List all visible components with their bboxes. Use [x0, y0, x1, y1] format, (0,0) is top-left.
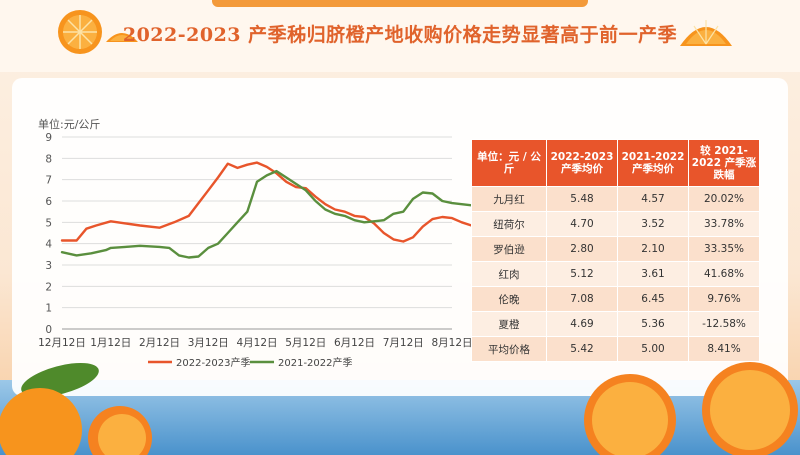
y-tick-label: 3: [45, 260, 52, 272]
table-cell-value: 5.42: [546, 336, 618, 362]
price-table: 单位：元 / 公斤 2022-2023 产季均价 2021-2022 产季均价 …: [471, 139, 760, 362]
table-cell-variety: 伦晚: [471, 286, 547, 312]
table-cell-value: 2.10: [617, 236, 689, 262]
table-cell-variety: 红肉: [471, 261, 547, 287]
table-cell-value: -12.58%: [688, 311, 760, 337]
header-bar: [0, 0, 800, 72]
x-tick-label: 1月12日: [90, 337, 131, 349]
table-cell-value: 5.48: [546, 186, 618, 212]
table-cell-value: 5.12: [546, 261, 618, 287]
y-tick-label: 4: [45, 239, 52, 251]
table-cell-value: 3.52: [617, 211, 689, 237]
table-row: 罗伯逊 2.80 2.10 33.35%: [471, 236, 760, 262]
table-cell-value: 5.00: [617, 336, 689, 362]
table-cell-value: 2.80: [546, 236, 618, 262]
table-row: 伦晚 7.08 6.45 9.76%: [471, 286, 760, 312]
page-title: 2022-2023 产季秭归脐橙产地收购价格走势显著高于前一产季: [122, 24, 678, 46]
y-tick-label: 1: [45, 303, 52, 315]
orange-cluster-left-icon: [0, 362, 152, 455]
table-cell-variety: 纽荷尔: [471, 211, 547, 237]
table-cell-value: 6.45: [617, 286, 689, 312]
table-cell-value: 33.78%: [688, 211, 760, 237]
table-cell-value: 8.41%: [688, 336, 760, 362]
x-tick-label: 5月12日: [285, 337, 326, 349]
table-header-2021: 2021-2022 产季均价: [617, 139, 689, 187]
table-row: 九月红 5.48 4.57 20.02%: [471, 186, 760, 212]
y-axis-unit-label: 单位:元/公斤: [38, 118, 101, 131]
table-cell-variety: 夏橙: [471, 311, 547, 337]
table-cell-value: 4.70: [546, 211, 618, 237]
legend-label: 2022-2023产季: [176, 356, 251, 369]
table-header-row: 单位：元 / 公斤 2022-2023 产季均价 2021-2022 产季均价 …: [471, 139, 760, 187]
table-cell-value: 7.08: [546, 286, 618, 312]
table-row: 平均价格 5.42 5.00 8.41%: [471, 336, 760, 362]
x-tick-label: 6月12日: [334, 337, 375, 349]
table-row: 红肉 5.12 3.61 41.68%: [471, 261, 760, 287]
table-header-unit: 单位：元 / 公斤: [471, 139, 547, 187]
table-cell-value: 20.02%: [688, 186, 760, 212]
y-tick-label: 0: [45, 324, 52, 336]
x-tick-label: 3月12日: [188, 337, 229, 349]
table-cell-value: 4.69: [546, 311, 618, 337]
table-cell-variety: 平均价格: [471, 336, 547, 362]
orange-cluster-right-icon: [584, 362, 798, 455]
header-accent-strip: [212, 0, 588, 7]
y-tick-label: 8: [45, 153, 52, 165]
table-cell-value: 41.68%: [688, 261, 760, 287]
table-row: 纽荷尔 4.70 3.52 33.78%: [471, 211, 760, 237]
table-cell-value: 33.35%: [688, 236, 760, 262]
table-cell-value: 5.36: [617, 311, 689, 337]
orange-slice-left-icon: [58, 10, 138, 54]
x-tick-label: 12月12日: [38, 337, 86, 349]
table-row: 夏橙 4.69 5.36 -12.58%: [471, 311, 760, 337]
table-header-2022: 2022-2023 产季均价: [546, 139, 618, 187]
legend-label: 2021-2022产季: [278, 356, 353, 369]
y-tick-label: 2: [45, 281, 52, 293]
orange-slice-right-icon: [680, 20, 732, 46]
y-tick-label: 5: [45, 217, 52, 229]
table-header-change: 较 2021-2022 产季涨跌幅: [688, 139, 760, 187]
y-tick-label: 7: [45, 175, 52, 187]
series-line-0: [60, 161, 473, 243]
x-tick-label: 2月12日: [139, 337, 180, 349]
x-tick-label: 7月12日: [383, 337, 424, 349]
table-cell-value: 3.61: [617, 261, 689, 287]
table-cell-value: 9.76%: [688, 286, 760, 312]
y-tick-label: 6: [45, 196, 52, 208]
table-cell-variety: 九月红: [471, 186, 547, 212]
x-tick-label: 4月12日: [236, 337, 277, 349]
y-tick-label: 9: [45, 132, 52, 144]
table-cell-value: 4.57: [617, 186, 689, 212]
x-tick-label: 8月12日: [431, 337, 472, 349]
series-line-1: [60, 169, 473, 259]
table-cell-variety: 罗伯逊: [471, 236, 547, 262]
